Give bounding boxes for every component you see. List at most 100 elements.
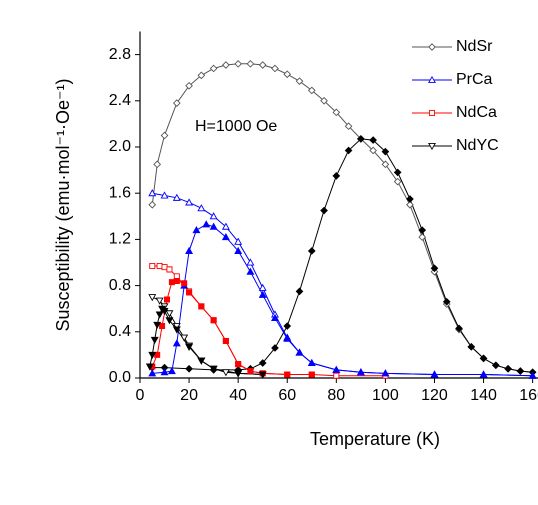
- marker: [504, 364, 512, 373]
- marker: [479, 354, 488, 363]
- marker: [467, 342, 476, 351]
- marker: [148, 294, 157, 302]
- x-tick-label: 60: [278, 387, 296, 404]
- marker: [295, 348, 304, 356]
- y-tick-label: 2.4: [109, 92, 131, 109]
- marker: [172, 193, 181, 201]
- marker: [148, 351, 157, 360]
- legend-label: NdCa: [456, 104, 497, 121]
- marker: [221, 222, 230, 230]
- marker: [209, 64, 218, 73]
- marker: [479, 370, 488, 378]
- marker: [221, 232, 230, 241]
- marker: [381, 160, 390, 169]
- marker: [234, 370, 243, 378]
- marker: [246, 258, 255, 266]
- marker: [307, 86, 316, 95]
- marker: [418, 233, 427, 241]
- marker: [332, 108, 341, 117]
- marker: [283, 334, 292, 342]
- marker: [357, 135, 365, 143]
- y-tick-label: 0.0: [109, 369, 131, 386]
- y-tick-label: 1.6: [109, 184, 131, 201]
- marker: [173, 277, 180, 284]
- marker: [197, 71, 206, 80]
- marker: [393, 177, 402, 186]
- marker: [320, 96, 328, 105]
- legend-label: NdSr: [456, 38, 493, 55]
- marker: [185, 198, 194, 206]
- y-tick-label: 1.2: [109, 231, 131, 248]
- marker: [202, 220, 211, 228]
- marker: [246, 60, 255, 68]
- marker: [307, 247, 316, 255]
- marker: [185, 364, 193, 373]
- marker: [185, 246, 194, 254]
- x-tick-label: 100: [372, 387, 399, 404]
- marker: [320, 206, 328, 215]
- x-tick-label: 80: [327, 387, 345, 404]
- marker: [284, 371, 291, 378]
- marker: [295, 287, 304, 296]
- marker: [430, 370, 439, 378]
- marker: [172, 99, 181, 107]
- marker: [271, 344, 279, 352]
- marker: [197, 357, 206, 365]
- marker: [234, 237, 243, 245]
- marker: [258, 359, 267, 367]
- y-tick-label: 0.4: [109, 323, 131, 340]
- marker: [271, 64, 279, 73]
- marker: [165, 310, 174, 318]
- marker: [148, 369, 157, 377]
- marker: [148, 189, 157, 197]
- marker: [283, 70, 292, 79]
- marker: [154, 351, 161, 358]
- y-tick-label: 0.8: [109, 277, 131, 294]
- marker: [209, 212, 218, 220]
- marker: [234, 246, 243, 254]
- marker: [369, 146, 377, 155]
- marker: [163, 296, 171, 303]
- marker: [165, 317, 174, 325]
- marker: [258, 61, 267, 69]
- marker: [181, 280, 188, 287]
- y-tick-label: 2.0: [109, 138, 131, 155]
- marker: [172, 339, 181, 347]
- marker: [381, 147, 390, 156]
- marker: [332, 172, 341, 180]
- marker: [168, 279, 175, 286]
- marker: [172, 326, 181, 334]
- marker: [283, 322, 292, 330]
- y-tick-label: 2.8: [109, 46, 131, 63]
- marker: [221, 369, 230, 377]
- marker: [344, 122, 353, 131]
- marker: [167, 366, 176, 375]
- marker: [295, 77, 304, 86]
- marker: [344, 146, 353, 155]
- x-tick-label: 140: [470, 387, 497, 404]
- marker: [258, 371, 267, 379]
- marker: [192, 226, 201, 234]
- marker: [442, 297, 451, 306]
- legend-marker: [428, 142, 436, 151]
- x-axis-label: Temperature (K): [310, 429, 440, 449]
- marker: [222, 338, 229, 345]
- marker: [356, 368, 365, 376]
- legend-label: PrCa: [456, 71, 493, 88]
- marker: [185, 343, 194, 351]
- marker: [528, 371, 537, 379]
- marker: [209, 365, 218, 373]
- marker: [307, 358, 316, 366]
- marker: [145, 363, 154, 371]
- marker: [333, 372, 340, 379]
- marker: [186, 289, 193, 296]
- marker: [209, 222, 218, 230]
- marker: [210, 317, 217, 324]
- marker: [247, 368, 254, 375]
- legend-marker: [428, 43, 436, 51]
- marker: [172, 323, 181, 331]
- marker: [160, 308, 169, 316]
- marker: [258, 290, 267, 298]
